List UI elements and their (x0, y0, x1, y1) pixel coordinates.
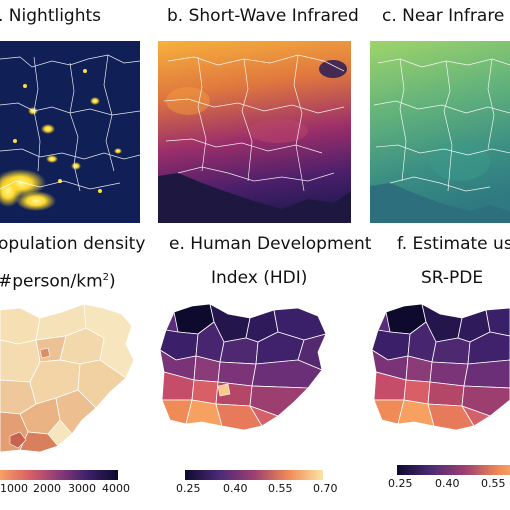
title-population-density: opulation density (0, 234, 146, 254)
colorbar-d-tick-4: 4000 (102, 482, 130, 495)
sr-pde-colorbar (397, 465, 510, 475)
title-short-wave-infrared: b. Short-Wave Infrared (167, 6, 359, 26)
hdi-map (158, 300, 333, 435)
population-density-map (0, 300, 140, 460)
title-human-development: e. Human Development (169, 234, 372, 254)
short-wave-infrared-map (158, 41, 351, 223)
sr-pde-map (370, 300, 510, 435)
population-density-colorbar (0, 470, 118, 480)
colorbar-f-tick-1: 0.25 (388, 477, 413, 490)
colorbar-e-tick-1: 0.25 (176, 482, 201, 495)
title-sr-pde: SR-PDE (421, 268, 484, 288)
colorbar-e-tick-3: 0.55 (268, 482, 293, 495)
colorbar-e-tick-2: 0.40 (223, 482, 248, 495)
title-near-infrared: c. Near Infrare (382, 6, 505, 26)
hdi-colorbar (185, 470, 323, 480)
near-infrared-map (370, 41, 510, 223)
title-hdi: Index (HDI) (211, 268, 308, 288)
title-nightlights: . Nightlights (0, 6, 102, 26)
colorbar-f-tick-3: 0.55 (481, 477, 506, 490)
title-estimate: f. Estimate us (397, 234, 510, 254)
colorbar-d-tick-1: 1000 (0, 482, 28, 495)
colorbar-f-tick-2: 0.40 (435, 477, 460, 490)
colorbar-e-tick-4: 0.70 (313, 482, 338, 495)
colorbar-d-tick-2: 2000 (33, 482, 61, 495)
nightlights-map (0, 41, 140, 223)
colorbar-d-tick-3: 3000 (68, 482, 96, 495)
title-population-density-unit: #person/km2) (0, 271, 116, 292)
